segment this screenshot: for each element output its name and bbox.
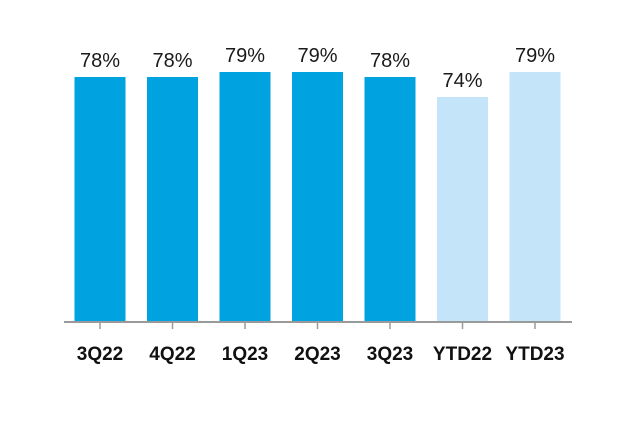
x-tick-label-3q22: 3Q22 <box>77 344 123 365</box>
bar-ytd23 <box>509 72 561 322</box>
x-tick-label-3q23: 3Q23 <box>367 344 413 365</box>
x-tick-label-2q23: 2Q23 <box>294 344 340 365</box>
data-label-1q23: 79% <box>225 45 265 67</box>
data-label-ytd22: 74% <box>442 70 482 92</box>
x-tick-label-ytd22: YTD22 <box>433 344 492 365</box>
data-label-3q22: 78% <box>80 50 120 72</box>
x-tick-label-4q22: 4Q22 <box>149 344 195 365</box>
x-tick-label-ytd23: YTD23 <box>505 344 564 365</box>
bar-ytd22 <box>437 97 488 322</box>
bar-1q23 <box>219 72 271 322</box>
data-label-ytd23: 79% <box>515 45 555 67</box>
bar-3q22 <box>74 77 126 322</box>
data-label-3q23: 78% <box>370 50 410 72</box>
data-labels-layer: 78% 78% 79% 79% 78% 74% 79% <box>80 45 555 92</box>
bar-2q23 <box>292 72 343 322</box>
bar-3q23 <box>364 77 416 322</box>
x-axis: 3Q22 4Q22 1Q23 2Q23 3Q23 YTD22 YTD23 <box>64 321 572 365</box>
x-tick-label-1q23: 1Q23 <box>222 344 268 365</box>
data-label-4q22: 78% <box>152 50 192 72</box>
bars-layer <box>74 72 561 322</box>
data-label-2q23: 79% <box>297 45 337 67</box>
bar-4q22 <box>147 77 198 322</box>
